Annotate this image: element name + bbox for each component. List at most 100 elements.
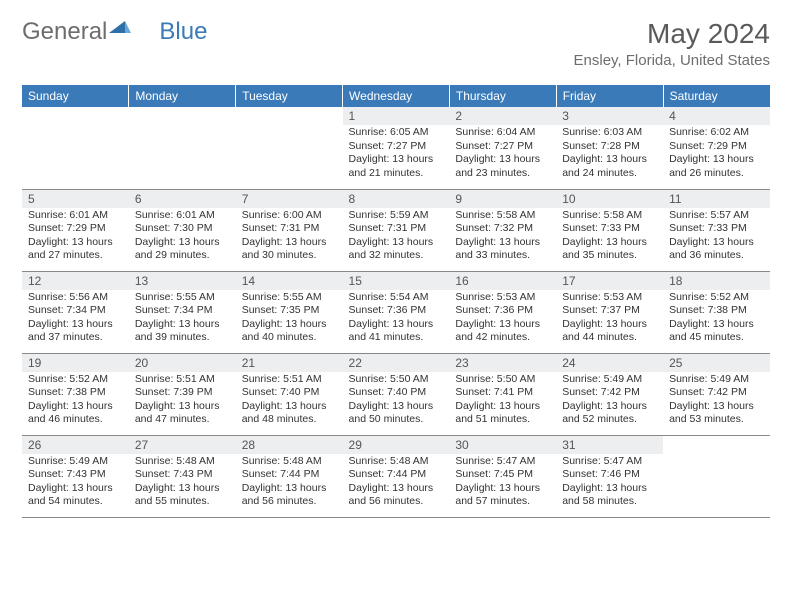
calendar-cell: 11Sunrise: 5:57 AMSunset: 7:33 PMDayligh…	[663, 189, 770, 271]
calendar-cell: 13Sunrise: 5:55 AMSunset: 7:34 PMDayligh…	[129, 271, 236, 353]
day-number: 29	[343, 436, 450, 454]
day-number: 4	[663, 107, 770, 125]
calendar-cell: 9Sunrise: 5:58 AMSunset: 7:32 PMDaylight…	[449, 189, 556, 271]
day-body: Sunrise: 6:01 AMSunset: 7:29 PMDaylight:…	[22, 208, 129, 267]
day-number: 18	[663, 272, 770, 290]
title-block: May 2024 Ensley, Florida, United States	[574, 18, 770, 69]
day-number: 8	[343, 190, 450, 208]
day-body: Sunrise: 5:55 AMSunset: 7:35 PMDaylight:…	[236, 290, 343, 349]
day-body: Sunrise: 6:01 AMSunset: 7:30 PMDaylight:…	[129, 208, 236, 267]
calendar-cell: 2Sunrise: 6:04 AMSunset: 7:27 PMDaylight…	[449, 107, 556, 189]
day-body: Sunrise: 5:56 AMSunset: 7:34 PMDaylight:…	[22, 290, 129, 349]
logo-icon	[109, 18, 131, 46]
calendar-cell: 27Sunrise: 5:48 AMSunset: 7:43 PMDayligh…	[129, 435, 236, 517]
calendar-cell: 25Sunrise: 5:49 AMSunset: 7:42 PMDayligh…	[663, 353, 770, 435]
day-body: Sunrise: 5:50 AMSunset: 7:41 PMDaylight:…	[449, 372, 556, 431]
calendar-cell	[236, 107, 343, 189]
day-body: Sunrise: 5:58 AMSunset: 7:33 PMDaylight:…	[556, 208, 663, 267]
day-number: 17	[556, 272, 663, 290]
day-number: 10	[556, 190, 663, 208]
calendar-cell: 8Sunrise: 5:59 AMSunset: 7:31 PMDaylight…	[343, 189, 450, 271]
day-number: 16	[449, 272, 556, 290]
calendar: SundayMondayTuesdayWednesdayThursdayFrid…	[22, 85, 770, 518]
day-number: 30	[449, 436, 556, 454]
day-body: Sunrise: 5:59 AMSunset: 7:31 PMDaylight:…	[343, 208, 450, 267]
day-body: Sunrise: 6:03 AMSunset: 7:28 PMDaylight:…	[556, 125, 663, 184]
day-number: 2	[449, 107, 556, 125]
calendar-cell: 12Sunrise: 5:56 AMSunset: 7:34 PMDayligh…	[22, 271, 129, 353]
day-body: Sunrise: 5:51 AMSunset: 7:39 PMDaylight:…	[129, 372, 236, 431]
day-number: 22	[343, 354, 450, 372]
day-number: 15	[343, 272, 450, 290]
day-body: Sunrise: 5:58 AMSunset: 7:32 PMDaylight:…	[449, 208, 556, 267]
calendar-cell: 23Sunrise: 5:50 AMSunset: 7:41 PMDayligh…	[449, 353, 556, 435]
day-body: Sunrise: 6:02 AMSunset: 7:29 PMDaylight:…	[663, 125, 770, 184]
calendar-cell: 28Sunrise: 5:48 AMSunset: 7:44 PMDayligh…	[236, 435, 343, 517]
calendar-cell: 30Sunrise: 5:47 AMSunset: 7:45 PMDayligh…	[449, 435, 556, 517]
day-number: 14	[236, 272, 343, 290]
day-number: 6	[129, 190, 236, 208]
calendar-cell	[663, 435, 770, 517]
calendar-cell: 5Sunrise: 6:01 AMSunset: 7:29 PMDaylight…	[22, 189, 129, 271]
location: Ensley, Florida, United States	[574, 52, 770, 69]
day-number: 23	[449, 354, 556, 372]
calendar-row: 12Sunrise: 5:56 AMSunset: 7:34 PMDayligh…	[22, 271, 770, 353]
day-body: Sunrise: 5:53 AMSunset: 7:37 PMDaylight:…	[556, 290, 663, 349]
day-number: 24	[556, 354, 663, 372]
day-body: Sunrise: 5:48 AMSunset: 7:44 PMDaylight:…	[343, 454, 450, 513]
day-number: 7	[236, 190, 343, 208]
day-body: Sunrise: 5:53 AMSunset: 7:36 PMDaylight:…	[449, 290, 556, 349]
logo: General Blue	[22, 18, 207, 46]
calendar-cell: 24Sunrise: 5:49 AMSunset: 7:42 PMDayligh…	[556, 353, 663, 435]
day-body: Sunrise: 5:51 AMSunset: 7:40 PMDaylight:…	[236, 372, 343, 431]
calendar-cell	[22, 107, 129, 189]
calendar-cell: 3Sunrise: 6:03 AMSunset: 7:28 PMDaylight…	[556, 107, 663, 189]
calendar-cell: 15Sunrise: 5:54 AMSunset: 7:36 PMDayligh…	[343, 271, 450, 353]
day-number: 5	[22, 190, 129, 208]
day-number: 25	[663, 354, 770, 372]
calendar-row: 26Sunrise: 5:49 AMSunset: 7:43 PMDayligh…	[22, 435, 770, 517]
day-number: 21	[236, 354, 343, 372]
day-body: Sunrise: 5:47 AMSunset: 7:45 PMDaylight:…	[449, 454, 556, 513]
day-number: 12	[22, 272, 129, 290]
day-body: Sunrise: 5:50 AMSunset: 7:40 PMDaylight:…	[343, 372, 450, 431]
calendar-row: 5Sunrise: 6:01 AMSunset: 7:29 PMDaylight…	[22, 189, 770, 271]
day-body: Sunrise: 6:05 AMSunset: 7:27 PMDaylight:…	[343, 125, 450, 184]
column-header: Thursday	[449, 85, 556, 107]
day-number: 31	[556, 436, 663, 454]
calendar-cell: 17Sunrise: 5:53 AMSunset: 7:37 PMDayligh…	[556, 271, 663, 353]
day-number: 9	[449, 190, 556, 208]
logo-text-grey: General	[22, 18, 107, 46]
calendar-cell: 16Sunrise: 5:53 AMSunset: 7:36 PMDayligh…	[449, 271, 556, 353]
day-body: Sunrise: 5:57 AMSunset: 7:33 PMDaylight:…	[663, 208, 770, 267]
calendar-cell: 29Sunrise: 5:48 AMSunset: 7:44 PMDayligh…	[343, 435, 450, 517]
calendar-row: 1Sunrise: 6:05 AMSunset: 7:27 PMDaylight…	[22, 107, 770, 189]
calendar-cell: 19Sunrise: 5:52 AMSunset: 7:38 PMDayligh…	[22, 353, 129, 435]
day-number: 1	[343, 107, 450, 125]
column-header: Tuesday	[236, 85, 343, 107]
day-body: Sunrise: 6:00 AMSunset: 7:31 PMDaylight:…	[236, 208, 343, 267]
day-number: 28	[236, 436, 343, 454]
calendar-header: SundayMondayTuesdayWednesdayThursdayFrid…	[22, 85, 770, 107]
day-body: Sunrise: 5:48 AMSunset: 7:44 PMDaylight:…	[236, 454, 343, 513]
calendar-cell: 7Sunrise: 6:00 AMSunset: 7:31 PMDaylight…	[236, 189, 343, 271]
column-header: Saturday	[663, 85, 770, 107]
column-header: Friday	[556, 85, 663, 107]
day-body: Sunrise: 5:55 AMSunset: 7:34 PMDaylight:…	[129, 290, 236, 349]
header: General Blue May 2024 Ensley, Florida, U…	[22, 18, 770, 69]
day-number: 13	[129, 272, 236, 290]
calendar-cell: 6Sunrise: 6:01 AMSunset: 7:30 PMDaylight…	[129, 189, 236, 271]
day-body: Sunrise: 5:54 AMSunset: 7:36 PMDaylight:…	[343, 290, 450, 349]
calendar-cell: 18Sunrise: 5:52 AMSunset: 7:38 PMDayligh…	[663, 271, 770, 353]
month-title: May 2024	[574, 18, 770, 50]
logo-text-blue: Blue	[159, 18, 207, 46]
day-body: Sunrise: 5:49 AMSunset: 7:42 PMDaylight:…	[663, 372, 770, 431]
calendar-cell: 14Sunrise: 5:55 AMSunset: 7:35 PMDayligh…	[236, 271, 343, 353]
day-number: 20	[129, 354, 236, 372]
column-header: Monday	[129, 85, 236, 107]
day-number: 11	[663, 190, 770, 208]
calendar-row: 19Sunrise: 5:52 AMSunset: 7:38 PMDayligh…	[22, 353, 770, 435]
day-number: 19	[22, 354, 129, 372]
day-body: Sunrise: 5:52 AMSunset: 7:38 PMDaylight:…	[663, 290, 770, 349]
day-body: Sunrise: 5:47 AMSunset: 7:46 PMDaylight:…	[556, 454, 663, 513]
